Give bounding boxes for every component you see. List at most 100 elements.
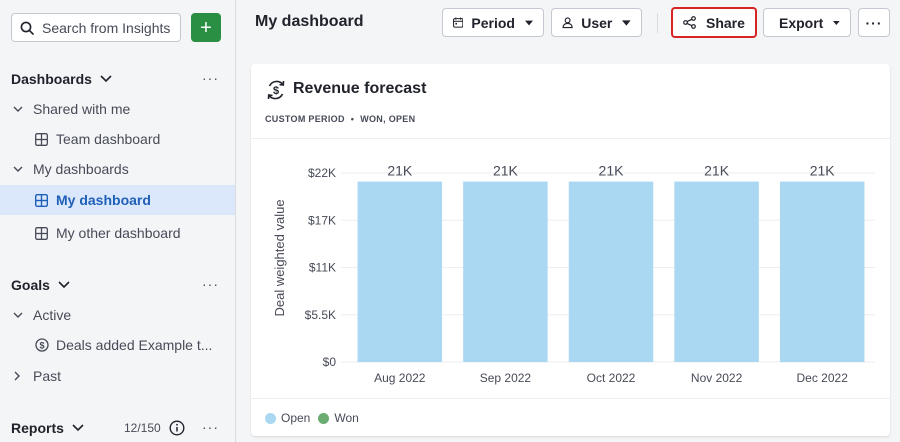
reports-count: 12/150 (124, 421, 161, 435)
x-tick-label: Aug 2022 (374, 371, 426, 385)
export-button[interactable]: Export (763, 8, 851, 37)
legend-label-open: Open (281, 411, 311, 425)
data-label: 21K (387, 163, 413, 179)
y-tick-label: $5.5K (305, 308, 336, 322)
add-button[interactable]: + (191, 13, 221, 42)
data-label: 21K (810, 163, 836, 179)
legend-item-won[interactable]: Won (318, 411, 359, 425)
user-icon (562, 17, 573, 29)
tree-item-label: Shared with me (33, 101, 131, 117)
chevron-down-icon (58, 281, 70, 289)
revenue-forecast-icon: $ (267, 80, 285, 100)
tree-item-team-dashboard[interactable]: Team dashboard (0, 124, 235, 154)
card-footer-divider (251, 398, 890, 399)
revenue-forecast-chart: $0 $5.5K $11K $17K $22K 21K 21K 21K 21K 21K Aug … (272, 163, 875, 385)
tree-item-my-dashboards[interactable]: My dashboards (0, 154, 235, 184)
tree-item-label: Active (33, 307, 72, 323)
tree-item-label: Team dashboard (56, 131, 161, 147)
reports-more-button[interactable]: ··· (202, 419, 219, 435)
tree-item-label: Past (33, 368, 62, 384)
dashboards-section-title: Dashboards (11, 71, 92, 87)
user-filter-button[interactable]: User (551, 8, 642, 37)
x-tick-label: Sep 2022 (480, 371, 532, 385)
y-axis-label: Deal weighted value (272, 199, 287, 316)
share-icon (683, 16, 696, 29)
bar-open-0 (357, 181, 443, 362)
tree-item-active[interactable]: Active (0, 300, 235, 330)
svg-text:$: $ (273, 85, 279, 97)
legend-swatch-won (318, 412, 330, 424)
chevron-down-icon (100, 75, 112, 83)
bar-open-4 (779, 181, 865, 362)
chevron-down-icon (13, 166, 23, 173)
info-icon[interactable] (169, 420, 185, 436)
data-label: 21K (599, 163, 625, 179)
caret-down-icon (622, 19, 631, 26)
dashboard-grid-icon (35, 226, 48, 240)
export-label: Export (779, 14, 824, 31)
bar-open-2 (568, 181, 654, 362)
dollar-circle-icon: $ (35, 338, 49, 352)
tree-item-my-other-dashboard[interactable]: My other dashboard (0, 218, 235, 248)
card-title: Revenue forecast (293, 80, 427, 97)
bar-open-3 (674, 181, 759, 362)
y-tick-label: $0 (323, 355, 337, 369)
y-tick-label: $11K (309, 261, 336, 275)
subtitle-status: WON, OPEN (360, 114, 416, 124)
search-box[interactable] (11, 13, 181, 42)
page-title: My dashboard (255, 13, 364, 30)
dashboards-section-header[interactable]: Dashboards (11, 71, 112, 87)
chevron-down-icon (13, 312, 23, 319)
chart-legend: Open Won (265, 411, 367, 425)
goals-section-title: Goals (11, 277, 50, 293)
card-divider (251, 138, 890, 139)
calendar-icon (453, 17, 464, 28)
x-tick-label: Nov 2022 (691, 371, 743, 385)
legend-swatch-open (265, 412, 276, 424)
sidebar: + Dashboards ··· Shared with me Team das… (0, 0, 236, 442)
tree-item-shared-with-me[interactable]: Shared with me (0, 94, 235, 124)
revenue-forecast-card: $ Revenue forecast CUSTOM PERIOD • WON, OP… (251, 64, 890, 436)
search-input[interactable] (42, 19, 172, 36)
tree-item-label: My dashboards (33, 161, 129, 177)
period-filter-label: Period (471, 14, 515, 31)
data-label: 21K (493, 163, 519, 179)
tree-item-my-dashboard[interactable]: My dashboard (0, 185, 235, 215)
header-divider (657, 13, 658, 33)
subtitle-period: CUSTOM PERIOD (265, 114, 345, 124)
reports-section-title: Reports (11, 420, 64, 436)
dashboards-more-button[interactable]: ··· (202, 70, 219, 86)
legend-item-open[interactable]: Open (265, 411, 310, 425)
chevron-right-icon (14, 371, 21, 381)
more-label: ··· (865, 14, 883, 31)
tree-item-deals-goal[interactable]: $ Deals added Example t... (0, 330, 235, 360)
dashboard-grid-icon (35, 193, 48, 207)
chevron-down-icon (13, 106, 23, 113)
reports-section-header[interactable]: Reports (11, 420, 84, 436)
tree-item-label: My dashboard (56, 192, 151, 208)
y-tick-label: $22K (308, 166, 336, 180)
x-tick-label: Dec 2022 (797, 371, 849, 385)
dashboard-grid-icon (35, 132, 48, 146)
header-more-button[interactable]: ··· (858, 8, 890, 37)
share-label: Share (706, 14, 745, 31)
bar-open-1 (463, 181, 548, 362)
data-label: 21K (704, 163, 730, 179)
x-tick-label: Oct 2022 (587, 371, 636, 385)
share-button[interactable]: Share (671, 7, 757, 38)
search-icon (20, 21, 34, 35)
tree-item-label: My other dashboard (56, 225, 181, 241)
goals-section-header[interactable]: Goals (11, 277, 70, 293)
subtitle-separator: • (350, 114, 355, 124)
svg-text:$: $ (39, 341, 44, 351)
period-filter-button[interactable]: Period (442, 8, 544, 37)
goals-more-button[interactable]: ··· (202, 276, 219, 292)
card-subtitle: CUSTOM PERIOD • WON, OPEN (265, 114, 415, 124)
chevron-down-icon (72, 424, 84, 432)
legend-label-won: Won (334, 411, 359, 425)
caret-down-icon (833, 20, 840, 25)
caret-down-icon (524, 20, 533, 25)
y-tick-label: $17K (308, 213, 336, 227)
tree-item-past[interactable]: Past (0, 361, 235, 391)
user-filter-label: User (581, 14, 613, 31)
